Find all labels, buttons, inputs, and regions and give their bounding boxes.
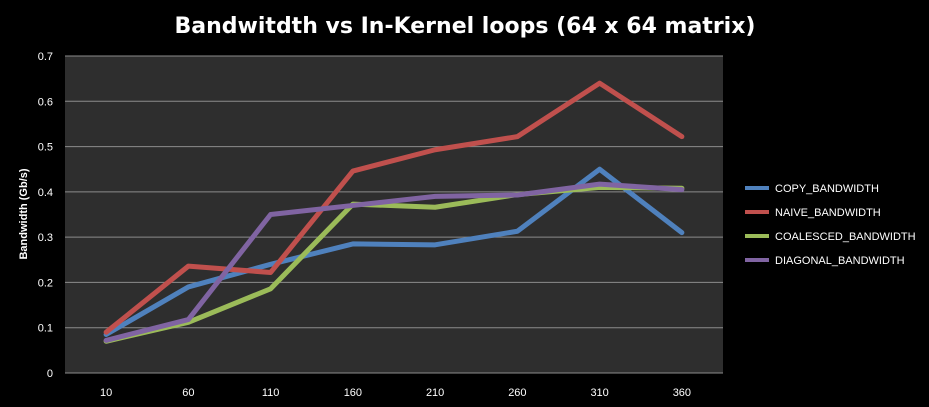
x-tick-label: 210 — [426, 387, 444, 399]
plot-area — [65, 56, 723, 373]
x-tick-label: 10 — [100, 387, 112, 399]
y-tick-label: 0.6 — [38, 96, 53, 108]
y-tick-label: 0.4 — [38, 187, 53, 199]
y-tick-label: 0.3 — [38, 232, 53, 244]
series-lines — [103, 80, 685, 344]
x-tick-label: 160 — [344, 387, 362, 399]
legend-label: NAIVE_BANDWIDTH — [775, 207, 881, 219]
y-tick-label: 0 — [47, 368, 53, 380]
y-axis-tick-labels: 0 0.1 0.2 0.3 0.4 0.5 0.6 0.7 — [38, 51, 53, 380]
series-line-diagonal-bandwidth — [103, 181, 685, 343]
y-tick-label: 0.2 — [38, 277, 53, 289]
series-line-naive-bandwidth — [103, 80, 685, 335]
y-tick-label: 0.5 — [38, 142, 53, 154]
legend-label: COPY_BANDWIDTH — [775, 183, 879, 195]
y-tick-label: 0.7 — [38, 51, 53, 63]
x-axis-tick-labels: 10 60 110 160 210 260 310 360 — [100, 387, 691, 399]
y-axis-label: Bandwidth (Gb/s) — [18, 168, 30, 259]
chart-title: Bandwitdth vs In-Kernel loops (64 x 64 m… — [175, 14, 756, 39]
y-tick-label: 0.1 — [38, 323, 53, 335]
legend-label: DIAGONAL_BANDWIDTH — [775, 255, 905, 267]
x-tick-label: 310 — [590, 387, 608, 399]
x-tick-label: 60 — [182, 387, 194, 399]
x-tick-label: 110 — [262, 387, 280, 399]
series-line-coalesced-bandwidth — [103, 184, 685, 344]
x-tick-label: 260 — [508, 387, 526, 399]
legend-label: COALESCED_BANDWIDTH — [775, 231, 916, 243]
legend: COPY_BANDWIDTH NAIVE_BANDWIDTH COALESCED_B… — [745, 183, 916, 267]
x-tick-label: 360 — [673, 387, 691, 399]
series-line-copy-bandwidth — [103, 166, 685, 338]
